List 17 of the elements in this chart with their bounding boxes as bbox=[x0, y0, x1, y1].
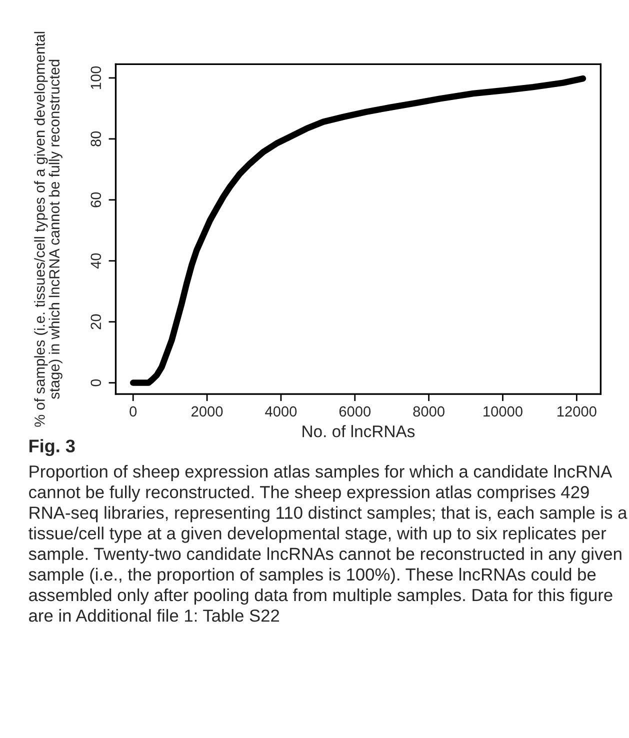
y-tick-label: 60 bbox=[90, 192, 102, 208]
x-tick-label: 2000 bbox=[192, 406, 223, 417]
y-tick-label: 100 bbox=[90, 66, 102, 89]
x-tick-label: 12000 bbox=[558, 406, 596, 417]
x-tick-label: 0 bbox=[130, 406, 137, 417]
caption: Fig. 3 bbox=[30, 439, 75, 456]
y-tick-label: 40 bbox=[90, 253, 102, 269]
x-tick-label: 10000 bbox=[484, 406, 522, 417]
x-tick-label: 4000 bbox=[265, 406, 297, 417]
x-tick-label: 8000 bbox=[413, 406, 444, 417]
y-tick-label: 80 bbox=[90, 131, 102, 146]
x-tick-label: 6000 bbox=[339, 406, 371, 417]
x-axis-title: No. of lncRNAs bbox=[302, 425, 415, 438]
y-tick-label: 0 bbox=[90, 379, 102, 386]
y-axis-title: % of samples (i.e. tissues/cell types of a given developmental stage) in which lncRNA cannot be fully reconstructed bbox=[34, 32, 62, 427]
y-tick-label: 20 bbox=[90, 314, 102, 330]
text: Proportion of sheep expression atlas samples for which a candidate lncRNA cannot be fully reconstructed. The sheep expression atlas comprises 429 RNA-seq libraries, representing 110 distinct samples; that is, each sample is a tissue/cell type at a given developmental stage, with up to six replicates per sample. Twenty-two candidate lncRNAs cannot be reconstructed in any given sample (i.e., the proportion of samples is 100%). These lncRNAs could be assembled only after pooling data from multiple samples. Data for this figure are in Additional file 1: Table S22 bbox=[28, 464, 628, 622]
